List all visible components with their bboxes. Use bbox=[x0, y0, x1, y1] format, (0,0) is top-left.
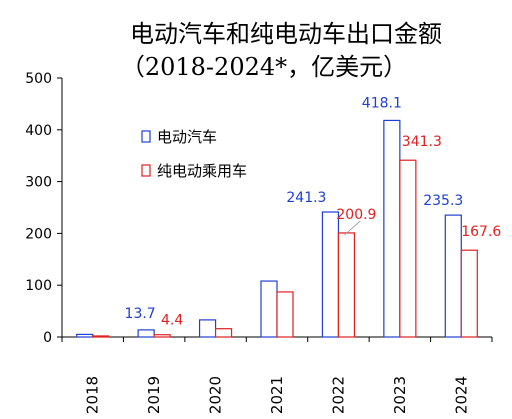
x-tick-label: 2023 bbox=[391, 376, 409, 414]
x-tick-label: 2018 bbox=[84, 376, 102, 414]
bar-ev bbox=[444, 214, 462, 338]
bar-ev bbox=[198, 319, 217, 338]
legend-swatch-bev bbox=[141, 164, 151, 177]
data-label-ev: 418.1 bbox=[362, 95, 402, 111]
legend-label-bev: 纯电动乘用车 bbox=[157, 162, 247, 180]
y-tick-label: 300 bbox=[25, 175, 52, 191]
x-tick-label: 2019 bbox=[145, 376, 163, 414]
chart-title-line2: （2018-2024*，亿美元） bbox=[121, 53, 407, 81]
bar-bev bbox=[337, 232, 356, 338]
y-tick-label: 0 bbox=[43, 330, 52, 346]
x-tick-label: 2020 bbox=[207, 376, 225, 414]
bar-bev bbox=[460, 249, 478, 338]
y-tick-label: 200 bbox=[25, 226, 52, 242]
bar-bev bbox=[214, 328, 233, 338]
x-tick-label: 2024 bbox=[452, 376, 470, 414]
data-labels: 13.7 4.4 241.3 200.9 418.1 341.3 235.3 167.6 bbox=[125, 95, 502, 328]
y-tick-label: 100 bbox=[25, 278, 52, 294]
legend-swatch-ev bbox=[141, 130, 151, 143]
bar-ev bbox=[321, 211, 340, 338]
data-label-bev: 200.9 bbox=[336, 207, 376, 223]
data-label-bev: 4.4 bbox=[161, 313, 183, 329]
data-label-ev: 241.3 bbox=[286, 190, 326, 206]
data-label-bev: 167.6 bbox=[461, 224, 501, 240]
bar-ev bbox=[76, 333, 94, 338]
legend: 电动汽车 纯电动乘用车 bbox=[141, 128, 247, 180]
bar-bev bbox=[92, 335, 110, 338]
data-label-leader-line bbox=[344, 220, 361, 236]
bars bbox=[76, 119, 478, 338]
bar-ev bbox=[260, 280, 278, 338]
data-label-bev: 341.3 bbox=[402, 134, 442, 150]
y-tick-label: 400 bbox=[25, 123, 52, 139]
chart-title-line1: 电动汽车和纯电动车出口金额 bbox=[130, 20, 442, 48]
bar-bev bbox=[399, 159, 417, 338]
legend-label-ev: 电动汽车 bbox=[157, 128, 217, 146]
bar-bev bbox=[276, 291, 294, 338]
bar-ev bbox=[383, 119, 401, 338]
bar-bev bbox=[153, 334, 171, 338]
y-tick-label: 500 bbox=[25, 71, 52, 87]
x-tick-label: 2021 bbox=[268, 376, 286, 414]
data-label-ev: 235.3 bbox=[423, 193, 463, 209]
x-tick-label: 2022 bbox=[329, 376, 347, 414]
axes: 0 100 200 300 400 500 2018 2019 2020 2021 2022 2023… bbox=[25, 71, 493, 414]
data-label-ev: 13.7 bbox=[125, 306, 156, 322]
bar-ev bbox=[137, 329, 155, 338]
